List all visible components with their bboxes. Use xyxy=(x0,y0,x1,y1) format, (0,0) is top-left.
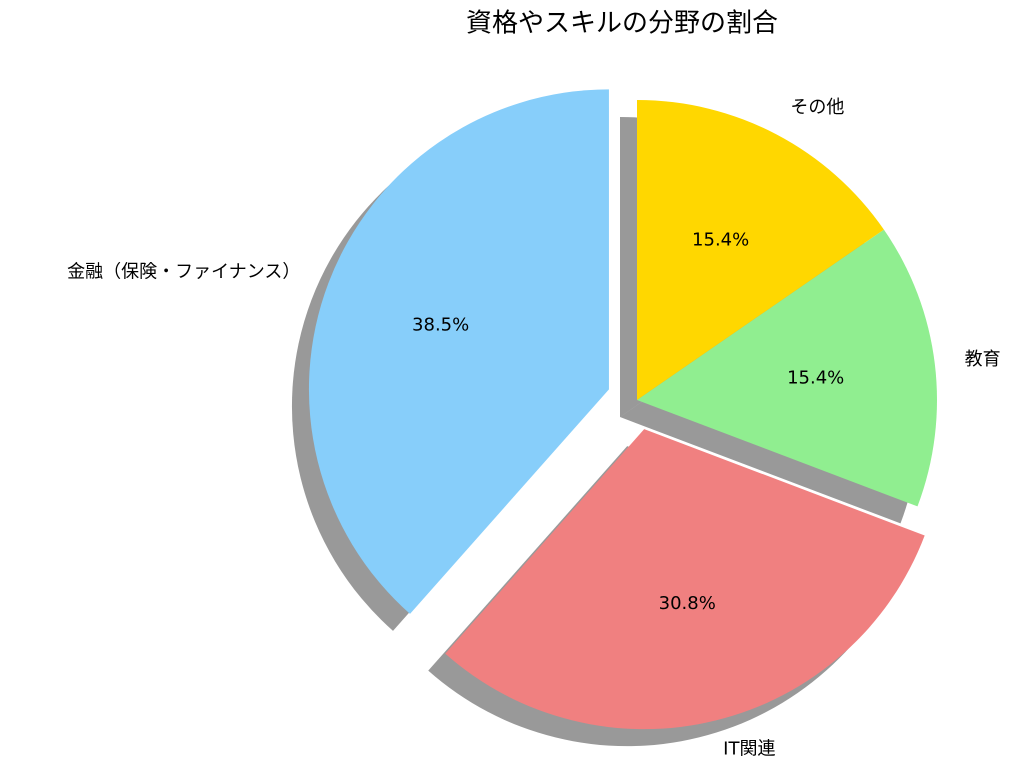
chart-title: 資格やスキルの分野の割合 xyxy=(466,9,778,39)
category-label: その他 xyxy=(790,97,844,118)
value-label: 30.8% xyxy=(659,593,716,614)
category-label: 教育 xyxy=(965,349,1001,370)
value-label: 15.4% xyxy=(692,230,749,251)
pie-slice xyxy=(637,99,884,400)
pie-slice xyxy=(637,229,937,507)
category-label: IT関連 xyxy=(723,739,775,760)
pie-slice xyxy=(308,89,609,614)
value-label: 15.4% xyxy=(787,367,844,388)
category-label: 金融（保険・ファイナンス） xyxy=(67,261,300,282)
value-label: 38.5% xyxy=(412,315,469,336)
pie-slice xyxy=(445,429,925,730)
